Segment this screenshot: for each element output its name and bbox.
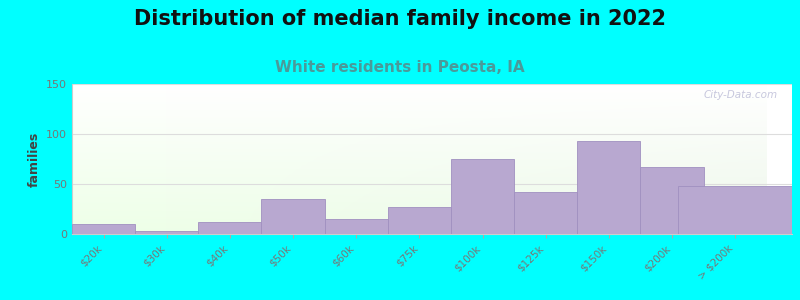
Bar (262, 199, 325, 234)
Y-axis label: families: families (27, 131, 41, 187)
Text: Distribution of median family income in 2022: Distribution of median family income in … (134, 9, 666, 29)
Bar (325, 219, 388, 234)
Bar (198, 222, 262, 234)
Bar (388, 207, 451, 234)
Bar (72, 224, 135, 234)
Bar (578, 141, 641, 234)
Bar (678, 186, 792, 234)
Bar (135, 231, 198, 234)
Bar (451, 159, 514, 234)
Text: White residents in Peosta, IA: White residents in Peosta, IA (275, 60, 525, 75)
Text: City-Data.com: City-Data.com (703, 90, 778, 100)
Bar (514, 192, 578, 234)
Bar (641, 167, 703, 234)
